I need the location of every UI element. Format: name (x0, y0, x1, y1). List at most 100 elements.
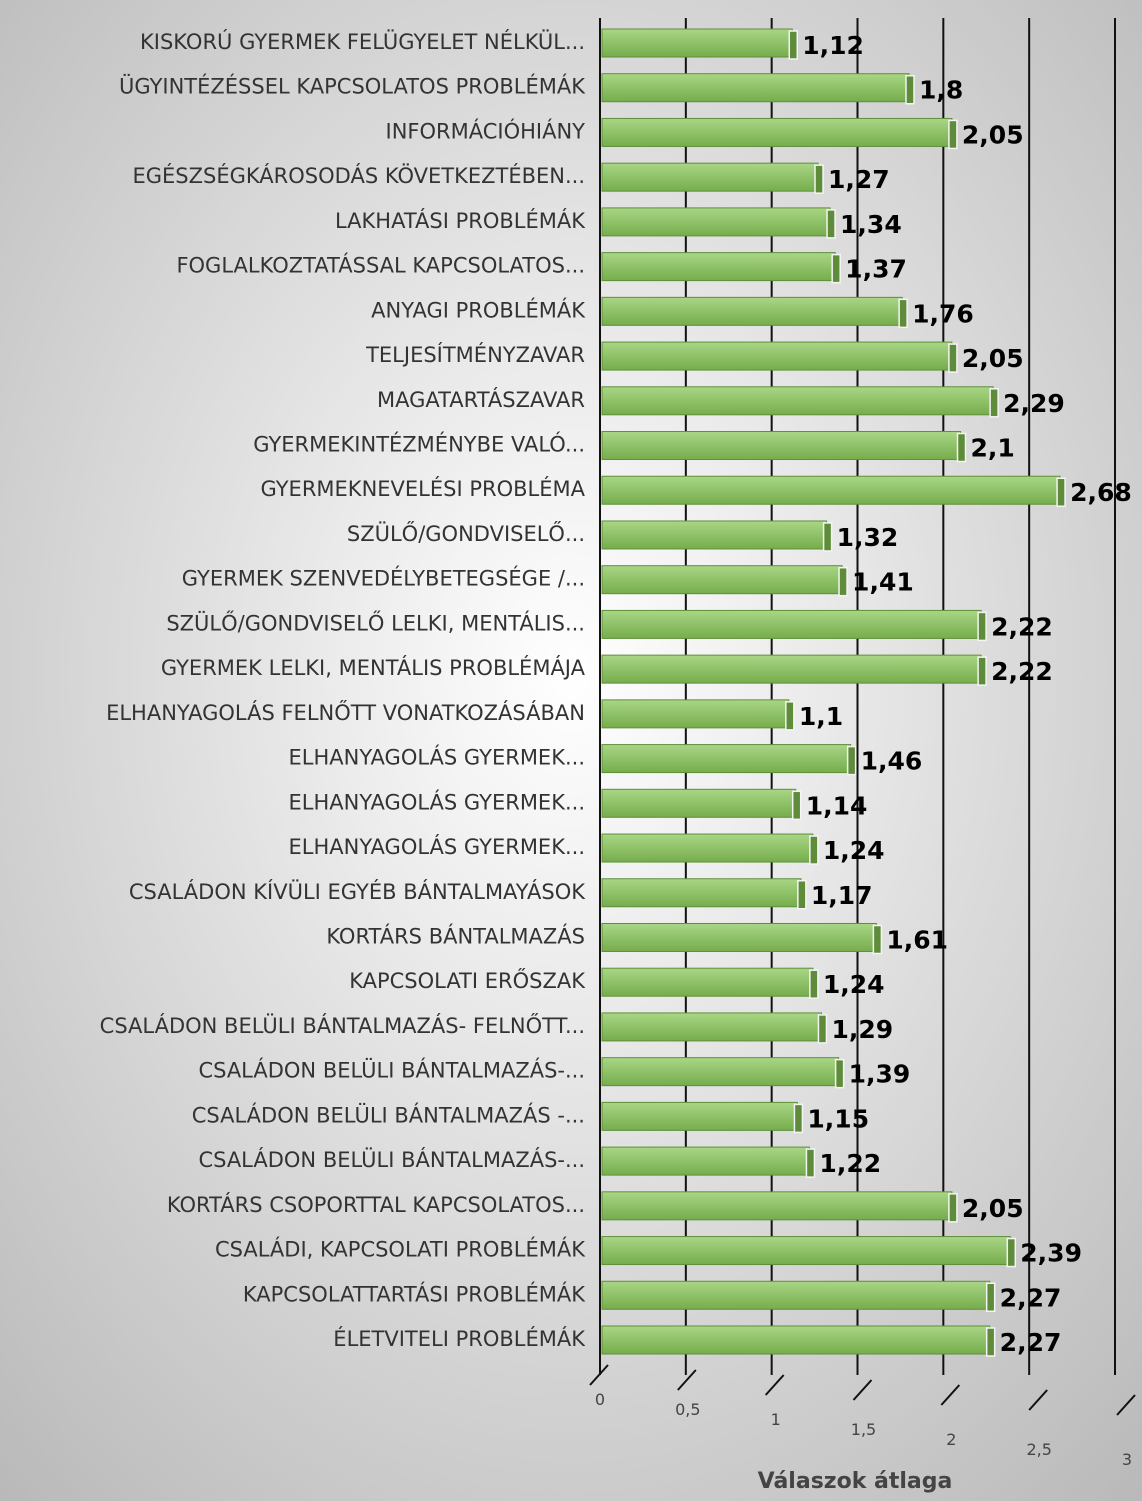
category-label: SZÜLŐ/GONDVISELŐ... (347, 521, 585, 546)
value-label: 1,29 (831, 1015, 893, 1044)
category-label: CSALÁDON BELÜLI BÁNTALMAZÁS-... (198, 1147, 585, 1172)
bar (601, 833, 814, 863)
bar-end (985, 1282, 996, 1313)
category-label: ELHANYAGOLÁS FELNŐTT VONATKOZÁSÁBAN (106, 700, 585, 725)
bar (601, 162, 819, 192)
bar-end (797, 880, 807, 910)
value-label: 1,12 (802, 31, 864, 60)
x-axis-label: Válaszok átlaga (758, 1469, 953, 1494)
bar (601, 475, 1061, 505)
value-label: 1,17 (811, 881, 873, 910)
value-label: 1,39 (849, 1060, 911, 1089)
value-label: 2,27 (1000, 1283, 1062, 1312)
category-label: SZÜLŐ/GONDVISELŐ LELKI, MENTÁLIS... (166, 610, 585, 635)
value-label: 1,24 (823, 970, 885, 999)
x-tick-label: 2 (946, 1430, 956, 1449)
value-label: 1,41 (852, 568, 914, 597)
value-label: 1,46 (861, 747, 923, 776)
category-label: TELJESÍTMÉNYZAVAR (365, 342, 585, 367)
bar (601, 520, 828, 550)
tick-mark (1028, 1389, 1048, 1411)
bar-end (788, 30, 799, 60)
bar-end (846, 745, 857, 776)
bar (601, 1012, 822, 1042)
category-label: KISKORÚ GYERMEK FELÜGYELET NÉLKÜL... (140, 29, 585, 54)
x-tick-label: 0 (595, 1390, 605, 1409)
bar-end (977, 611, 987, 642)
bar (601, 1146, 810, 1176)
category-label: KAPCSOLATI ERŐSZAK (349, 968, 586, 993)
category-label: CSALÁDON BELÜLI BÁNTALMAZÁS -... (192, 1102, 585, 1127)
value-label: 2,27 (1000, 1328, 1062, 1357)
bar-end (948, 1193, 958, 1223)
category-label: ELHANYAGOLÁS GYERMEK... (289, 745, 585, 770)
bar-end (809, 835, 819, 865)
bar (601, 1101, 798, 1131)
bar-end (838, 566, 848, 597)
bar-end (791, 790, 802, 821)
bar (601, 296, 903, 326)
bar (601, 207, 831, 237)
value-label: 2,05 (962, 1194, 1024, 1223)
value-label: 1,15 (807, 1104, 869, 1133)
bar-end (989, 388, 999, 418)
value-label: 2,29 (1003, 389, 1065, 418)
value-label: 1,14 (806, 791, 868, 820)
tick-mark (940, 1384, 961, 1406)
x-tick-label: 3 (1122, 1450, 1132, 1469)
bar (601, 922, 877, 952)
category-label: CSALÁDON BELÜLI BÁNTALMAZÁS-... (198, 1058, 585, 1083)
bar (601, 341, 953, 371)
category-label: KORTÁRS BÁNTALMAZÁS (326, 923, 585, 948)
bar-end (834, 1058, 845, 1089)
category-label: KORTÁRS CSOPORTTAL KAPCSOLATOS... (167, 1192, 585, 1217)
bar (601, 1325, 991, 1355)
value-label: 2,05 (962, 344, 1024, 373)
bar (601, 609, 982, 639)
bar (601, 1191, 953, 1221)
category-label: KAPCSOLATTARTÁSI PROBLÉMÁK (243, 1281, 586, 1306)
value-label: 2,39 (1020, 1239, 1082, 1268)
value-label: 2,68 (1070, 478, 1132, 507)
tick-mark (1116, 1394, 1136, 1416)
value-label: 2,22 (991, 657, 1053, 686)
tick-mark (589, 1364, 609, 1386)
bar (601, 744, 852, 774)
category-label: GYERMEK SZENVEDÉLYBETEGSÉGE /... (182, 566, 585, 591)
bar-end (956, 432, 967, 463)
bar (601, 699, 790, 729)
category-label: CSALÁDI, KAPCSOLATI PROBLÉMÁK (215, 1237, 586, 1262)
bar (601, 788, 797, 818)
bar-end (905, 74, 915, 105)
category-label: GYERMEKINTÉZMÉNYBE VALÓ... (253, 432, 585, 457)
value-label: 1,22 (819, 1149, 881, 1178)
bar (601, 1057, 840, 1087)
bar (601, 878, 802, 908)
bar-end (793, 1103, 804, 1134)
x-tick-label: 0,5 (675, 1400, 700, 1419)
bar-end (817, 1014, 828, 1044)
category-label: ÜGYINTÉZÉSSEL KAPCSOLATOS PROBLÉMÁK (119, 74, 586, 99)
value-label: 2,1 (971, 434, 1015, 463)
bar-end (1006, 1237, 1017, 1268)
bar-end (985, 1327, 996, 1357)
bar (601, 73, 910, 103)
category-label: ELHANYAGOLÁS GYERMEK... (289, 834, 585, 859)
bar-end (785, 701, 795, 731)
tick-mark (852, 1379, 873, 1401)
bar-end (822, 522, 833, 552)
bar-end (814, 164, 824, 194)
value-label: 1,37 (845, 255, 907, 284)
tick-mark (677, 1369, 697, 1391)
x-tick-label: 1,5 (851, 1420, 876, 1439)
value-label: 1,34 (840, 210, 902, 239)
value-label: 1,76 (912, 299, 974, 328)
value-label: 1,8 (919, 76, 963, 105)
value-label: 1,24 (823, 836, 885, 865)
tick-mark (764, 1374, 785, 1396)
value-label: 1,27 (828, 165, 890, 194)
x-tick-label: 2,5 (1026, 1440, 1051, 1459)
bar (601, 1236, 1011, 1266)
category-label: CSALÁDON KÍVÜLI EGYÉB BÁNTALMAYÁSOK (129, 879, 586, 904)
